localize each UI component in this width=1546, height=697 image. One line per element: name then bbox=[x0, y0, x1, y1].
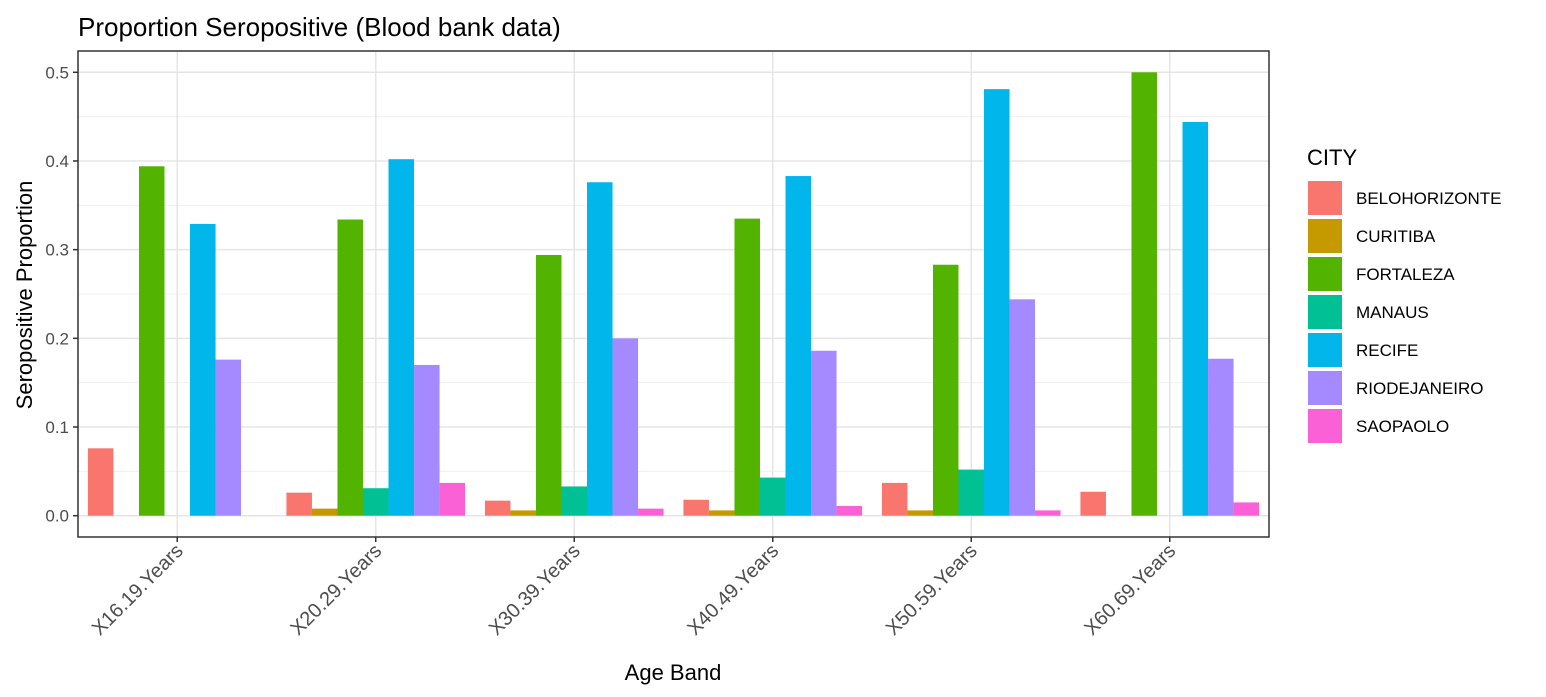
legend-title: CITY bbox=[1307, 145, 1357, 170]
bar-riodejaneiro-x40-49-years bbox=[811, 350, 837, 516]
bar-belohorizonte-x60-69-years bbox=[1080, 491, 1106, 516]
bar-fortaleza-x30-39-years bbox=[535, 254, 562, 516]
bar-riodejaneiro-x30-39-years bbox=[612, 338, 639, 516]
legend-label-fortaleza: FORTALEZA bbox=[1356, 265, 1455, 284]
bar-manaus-x30-39-years bbox=[561, 486, 588, 516]
y-tick-label: 0.5 bbox=[45, 63, 69, 82]
bar-curitiba-x30-39-years bbox=[510, 510, 536, 516]
y-axis-title: Seropositive Proportion bbox=[12, 181, 37, 410]
bar-recife-x20-29-years bbox=[388, 159, 415, 516]
chart-title: Proportion Seropositive (Blood bank data… bbox=[78, 12, 561, 42]
x-tick-label: X30.39.Years bbox=[485, 540, 585, 640]
bar-saopaolo-x60-69-years bbox=[1233, 502, 1260, 516]
y-tick-label: 0.1 bbox=[45, 418, 69, 437]
gridlines bbox=[78, 51, 1269, 537]
bar-belohorizonte-x50-59-years bbox=[881, 482, 908, 516]
bar-fortaleza-x40-49-years bbox=[734, 218, 760, 516]
bar-fortaleza-x16-19-years bbox=[138, 166, 165, 516]
legend-key-saopaolo bbox=[1308, 409, 1342, 443]
bar-riodejaneiro-x20-29-years bbox=[414, 364, 440, 516]
bar-fortaleza-x50-59-years bbox=[932, 264, 959, 516]
bar-riodejaneiro-x16-19-years bbox=[215, 359, 242, 516]
bar-recife-x40-49-years bbox=[785, 176, 812, 516]
x-axis: X16.19.Years X20.29.Years X30.39.Years X40.… bbox=[88, 537, 1180, 640]
bar-recife-x16-19-years bbox=[190, 223, 216, 516]
x-tick-label: X60.69.Years bbox=[1080, 540, 1180, 640]
legend-key-riodejaneiro bbox=[1308, 371, 1342, 405]
plot-border bbox=[77, 50, 1270, 538]
bar-manaus-x20-29-years bbox=[362, 488, 389, 516]
bar-manaus-x50-59-years bbox=[958, 469, 985, 516]
legend-label-riodejaneiro: RIODEJANEIRO bbox=[1356, 379, 1484, 398]
bar-fortaleza-x60-69-years bbox=[1131, 72, 1157, 516]
y-tick-label: 0.3 bbox=[45, 241, 69, 260]
x-tick-label: X20.29.Years bbox=[286, 540, 386, 640]
bar-riodejaneiro-x50-59-years bbox=[1009, 299, 1036, 516]
bar-saopaolo-x30-39-years bbox=[638, 508, 664, 516]
legend-label-manaus: MANAUS bbox=[1356, 303, 1429, 322]
bar-belohorizonte-x20-29-years bbox=[286, 492, 312, 516]
bar-manaus-x40-49-years bbox=[759, 477, 786, 516]
x-tick-label: X40.49.Years bbox=[683, 540, 783, 640]
legend-key-belohorizonte bbox=[1308, 181, 1342, 215]
legend-label-belohorizonte: BELOHORIZONTE bbox=[1356, 189, 1501, 208]
bar-belohorizonte-x16-19-years bbox=[87, 448, 114, 516]
y-tick-label: 0.4 bbox=[45, 152, 69, 171]
bar-curitiba-x20-29-years bbox=[311, 508, 338, 516]
legend-key-fortaleza bbox=[1308, 257, 1342, 291]
y-axis: 0.0 0.1 0.2 0.3 0.4 0.5 bbox=[45, 63, 78, 526]
legend-key-recife bbox=[1308, 333, 1342, 367]
bar-curitiba-x50-59-years bbox=[907, 510, 933, 516]
bar-recife-x60-69-years bbox=[1182, 121, 1209, 516]
x-tick-label: X16.19.Years bbox=[88, 540, 188, 640]
legend-label-recife: RECIFE bbox=[1356, 341, 1418, 360]
y-tick-label: 0.0 bbox=[45, 507, 69, 526]
bar-recife-x50-59-years bbox=[984, 89, 1010, 516]
bar-saopaolo-x50-59-years bbox=[1035, 510, 1061, 516]
bar-saopaolo-x20-29-years bbox=[439, 482, 466, 516]
legend: CITY BELOHORIZONTE CURITIBA FORTALEZA MANAU… bbox=[1307, 145, 1501, 443]
legend-key-curitiba bbox=[1308, 219, 1342, 253]
x-tick-label: X50.59.Years bbox=[882, 540, 982, 640]
y-tick-label: 0.2 bbox=[45, 329, 69, 348]
x-axis-title: Age Band bbox=[625, 660, 722, 685]
legend-key-manaus bbox=[1308, 295, 1342, 329]
bar-recife-x30-39-years bbox=[587, 182, 613, 516]
bar-fortaleza-x20-29-years bbox=[337, 219, 363, 516]
bar-riodejaneiro-x60-69-years bbox=[1208, 358, 1234, 516]
legend-label-curitiba: CURITIBA bbox=[1356, 227, 1436, 246]
bar-belohorizonte-x30-39-years bbox=[484, 500, 511, 516]
legend-label-saopaolo: SAOPAOLO bbox=[1356, 417, 1449, 436]
bar-curitiba-x40-49-years bbox=[708, 510, 735, 516]
bar-belohorizonte-x40-49-years bbox=[683, 499, 709, 516]
bars bbox=[87, 72, 1260, 516]
bar-saopaolo-x40-49-years bbox=[836, 505, 863, 516]
